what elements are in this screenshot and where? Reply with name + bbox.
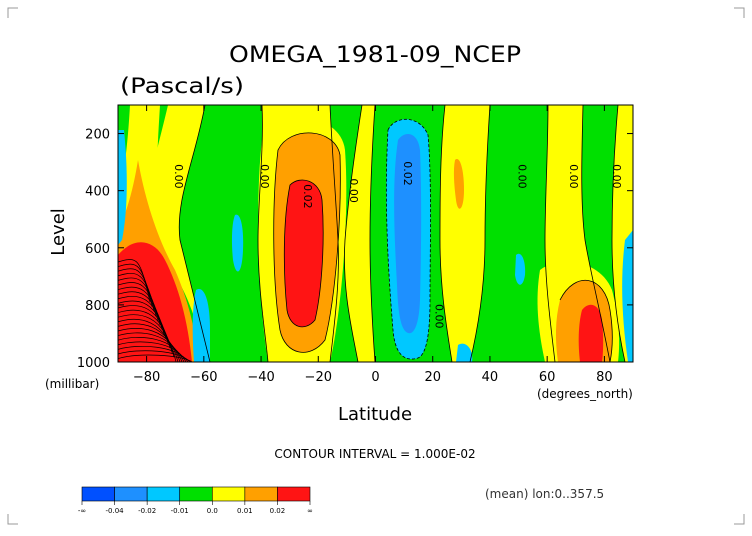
region-cyan-patch-4: [456, 343, 473, 362]
colorbar-label: -∞: [78, 507, 86, 515]
colorbar-label: 0.01: [237, 507, 253, 515]
colorbar-label: -0.02: [138, 507, 156, 515]
contour-label: 0.00: [172, 164, 185, 189]
region-cyan-patch-5: [622, 230, 633, 362]
colorbar-swatch: [114, 486, 148, 502]
x-axis-label: Latitude: [338, 404, 412, 425]
colorbar-label: -0.04: [106, 507, 125, 515]
dense-contour-lines: [118, 259, 193, 362]
region-cyan-patch-1: [231, 214, 244, 272]
x-axis-unit: (degrees_north): [537, 387, 633, 401]
region-green-north-polar: [581, 105, 625, 362]
region-blue-south-edge: [118, 130, 127, 245]
y-tick-label: 800: [85, 299, 110, 314]
colorbar-label: 0.02: [270, 507, 286, 515]
contour-label: 0.00: [258, 164, 271, 189]
contour-labels: 0.00 0.00 0.02 0.00 0.02 0.00 0.00 0.00 0.00: [172, 161, 623, 328]
colorbar-label: ∞: [307, 507, 313, 515]
hatch-line: [118, 337, 185, 362]
x-tick-label: 20: [424, 370, 441, 385]
region-blue-tropics: [394, 134, 422, 334]
region-red-southern-subtropics: [284, 180, 324, 327]
x-tick-label: −60: [190, 370, 217, 385]
x-tick-label: −40: [247, 370, 274, 385]
region-cyan-patch-3: [515, 253, 526, 285]
y-axis-unit: (millibar): [45, 377, 99, 391]
x-tick-label: 80: [596, 370, 613, 385]
x-tick-label: −20: [305, 370, 332, 385]
colorbar-label: 0.0: [207, 507, 218, 515]
y-tick-label: 1000: [77, 356, 110, 371]
contour-label: 0.00: [610, 164, 623, 189]
hatch-line: [118, 354, 193, 362]
contour-label: 0.00: [433, 304, 446, 329]
x-tick-label: 0: [371, 370, 379, 385]
x-tick-label: 40: [482, 370, 499, 385]
region-orange-north-upper: [453, 159, 464, 209]
y-tick-label: 200: [85, 128, 110, 143]
colorbar-swatch: [277, 486, 311, 502]
contour-label: 0.02: [301, 184, 314, 209]
hatch-line: [118, 319, 177, 362]
contour-field: [118, 105, 633, 362]
chart-title: OMEGA_1981-09_NCEP: [229, 43, 521, 68]
region-red-north: [578, 304, 604, 362]
colorbar: -∞ -0.04 -0.02 -0.01 0.0 0.01 0.02 ∞: [78, 486, 313, 515]
colorbar-swatch: [146, 486, 181, 502]
y-tick-label: 400: [85, 185, 110, 200]
hatch-line: [118, 263, 153, 307]
region-green-northern-midlat: [470, 105, 555, 362]
contour-interval-text: CONTOUR INTERVAL = 1.000E-02: [274, 447, 475, 461]
region-red-south: [118, 242, 192, 362]
y-tick-label: 600: [85, 242, 110, 257]
x-tick-label: −80: [133, 370, 160, 385]
y-axis-ticks: 200 400 600 800 1000: [77, 128, 633, 371]
corner-marks: [7, 7, 745, 525]
colorbar-swatch: [81, 486, 115, 502]
colorbar-label: -0.01: [171, 507, 189, 515]
x-axis-ticks: −80 −60 −40 −20 0 20 40 60 80: [133, 105, 613, 385]
contour-label: 0.00: [567, 164, 580, 189]
colorbar-swatch: [211, 486, 246, 502]
colorbar-swatch: [179, 486, 213, 502]
contour-lines: [178, 105, 626, 362]
chart-subtitle: (Pascal/s): [120, 74, 244, 98]
contour-label: 0.00: [347, 178, 360, 203]
colorbar-swatch: [244, 486, 278, 502]
x-tick-label: 60: [539, 370, 556, 385]
mean-note: (mean) lon:0..357.5: [485, 487, 604, 501]
contour-label: 0.00: [516, 164, 529, 189]
y-axis-label: Level: [48, 208, 69, 256]
contour-label: 0.02: [401, 161, 414, 186]
